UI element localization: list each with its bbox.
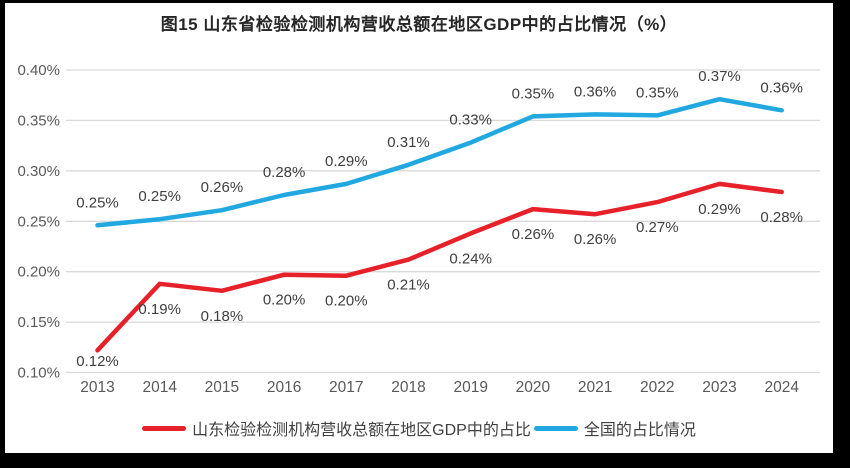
legend-item-national: 全国的占比情况 xyxy=(533,416,696,440)
y-tick-label: 0.25% xyxy=(17,213,60,230)
y-tick-label: 0.15% xyxy=(17,314,60,331)
data-label: 0.25% xyxy=(138,188,181,205)
data-label: 0.29% xyxy=(698,201,741,218)
x-tick-label: 2017 xyxy=(329,379,363,396)
y-tick-label: 0.35% xyxy=(17,112,60,129)
data-label: 0.31% xyxy=(387,134,430,151)
data-label: 0.20% xyxy=(325,293,368,310)
legend-line-swatch-national xyxy=(533,425,578,431)
data-label: 0.35% xyxy=(512,85,555,102)
legend-item-shandong: 山东检验检测机构营收总额在地区GDP中的占比 xyxy=(142,416,531,440)
y-tick-label: 0.30% xyxy=(17,163,60,180)
x-tick-label: 2023 xyxy=(702,379,736,396)
data-label: 0.35% xyxy=(636,84,679,101)
x-tick-label: 2021 xyxy=(578,379,612,396)
legend: 山东检验检测机构营收总额在地区GDP中的占比 全国的占比情况 xyxy=(0,416,838,440)
x-tick-label: 2020 xyxy=(516,379,551,396)
legend-label-national: 全国的占比情况 xyxy=(583,422,696,439)
x-tick-label: 2013 xyxy=(80,379,114,396)
data-label: 0.25% xyxy=(76,194,119,211)
legend-line-swatch-shandong xyxy=(142,425,187,431)
data-label: 0.27% xyxy=(636,219,679,236)
chart-background xyxy=(5,3,833,453)
x-tick-label: 2019 xyxy=(453,379,487,396)
x-tick-label: 2018 xyxy=(391,379,425,396)
data-label: 0.36% xyxy=(574,83,617,100)
data-label: 0.26% xyxy=(512,226,555,243)
data-label: 0.28% xyxy=(760,209,803,226)
legend-label-shandong: 山东检验检测机构营收总额在地区GDP中的占比 xyxy=(192,422,531,439)
x-tick-label: 2016 xyxy=(267,379,301,396)
series-line-shandong xyxy=(95,181,784,353)
data-label: 0.29% xyxy=(325,153,368,170)
y-tick-label: 0.20% xyxy=(17,264,60,281)
data-label: 0.21% xyxy=(387,277,430,294)
series-line-national xyxy=(95,96,784,228)
data-label: 0.26% xyxy=(201,179,244,196)
x-tick-label: 2024 xyxy=(764,379,799,396)
data-label: 0.18% xyxy=(201,308,244,325)
data-label: 0.37% xyxy=(698,68,741,85)
chart-title: 图15 山东省检验检测机构营收总额在地区GDP中的占比情况（%） xyxy=(160,15,678,34)
x-tick-label: 2015 xyxy=(205,379,239,396)
data-label: 0.19% xyxy=(138,301,181,318)
data-label: 0.26% xyxy=(574,231,617,248)
data-label: 0.20% xyxy=(263,292,306,309)
data-label: 0.33% xyxy=(449,112,492,129)
x-tick-label: 2022 xyxy=(640,379,674,396)
y-tick-label: 0.40% xyxy=(17,62,60,79)
data-label: 0.12% xyxy=(76,353,119,370)
x-tick-label: 2014 xyxy=(142,379,177,396)
y-tick-label: 0.10% xyxy=(17,365,60,382)
data-label: 0.28% xyxy=(263,164,306,181)
data-label: 0.36% xyxy=(760,79,803,96)
data-label: 0.24% xyxy=(449,250,492,267)
